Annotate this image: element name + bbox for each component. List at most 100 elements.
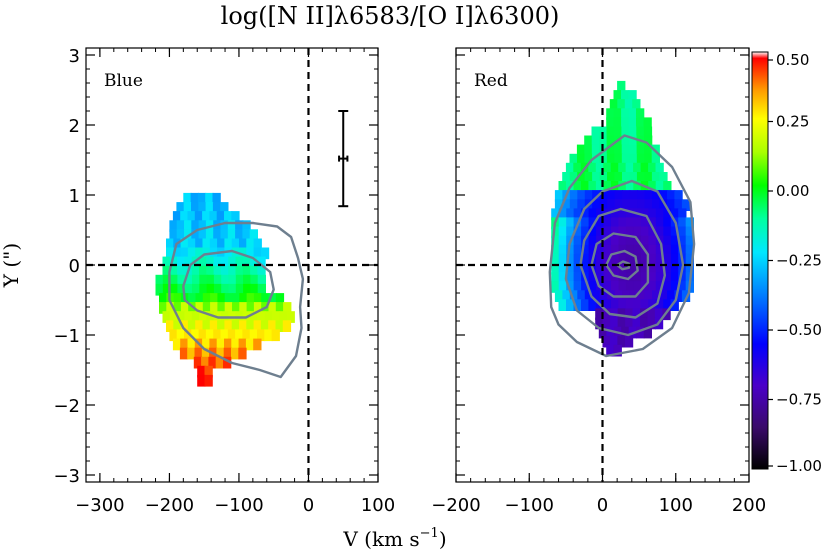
pixel-cell (184, 220, 193, 232)
colorbar-ticks: 0.50 0.25 0.00 −0.25 −0.50 −0.75 −1.00 (768, 51, 822, 475)
pixel-cell (655, 208, 665, 221)
pixel-cell (629, 144, 638, 157)
pixel-cell (191, 229, 200, 241)
pixel-cell (187, 211, 196, 223)
pixel-cell (633, 253, 642, 266)
pixel-cell (629, 153, 638, 166)
pixel-cell (685, 226, 694, 239)
pixel-cell (674, 190, 683, 202)
pixel-cell (596, 217, 605, 230)
pixel-cell (655, 262, 665, 275)
pixel-cell (621, 153, 631, 166)
pixel-cell (194, 211, 204, 223)
pixel-cell (617, 335, 626, 348)
pixel-cell (678, 235, 687, 248)
pixel-cell (652, 290, 661, 302)
pixel-cell (253, 238, 262, 251)
pixel-cell (581, 299, 590, 311)
pixel-cell (659, 172, 668, 184)
pixel-cell (176, 329, 185, 342)
pixel-cell (198, 220, 207, 232)
pixel-cell (184, 283, 193, 296)
pixel-cell (177, 311, 186, 323)
pixel-cell (562, 199, 571, 211)
pixel-cell (685, 244, 694, 257)
pixel-cell (648, 244, 657, 257)
pixel-cell (606, 126, 615, 139)
pixel-cell (202, 238, 211, 251)
pixel-cell (648, 208, 657, 221)
pixel-cell (651, 172, 661, 184)
pixel-cell (195, 247, 204, 260)
pixel-cell (551, 208, 560, 221)
y-axis-title: Y (") (0, 243, 23, 288)
pixel-cell (573, 299, 582, 311)
pixel-cell (629, 190, 638, 202)
pixel-cell (611, 217, 620, 230)
pixel-cell (202, 293, 212, 305)
pixel-cell (606, 153, 616, 166)
pixel-cell (607, 190, 616, 202)
pixel-cell (609, 99, 619, 111)
pixel-cell (216, 347, 225, 360)
pixel-cell (595, 308, 604, 321)
pixel-cell (569, 172, 578, 184)
pixel-cell (279, 311, 288, 323)
pixel-cell (558, 244, 567, 257)
pixel-cell (584, 144, 593, 157)
pixel-cell (685, 217, 694, 230)
pixel-cell (592, 153, 601, 166)
pixel-cell (210, 302, 219, 314)
pixel-cell (169, 229, 178, 241)
pixel-cell (602, 317, 611, 330)
pixel-cell (663, 299, 672, 311)
pixel-cell (169, 329, 178, 342)
pixel-cell (588, 217, 597, 230)
pixel-cell (667, 199, 676, 211)
pixel-cell (162, 256, 171, 269)
pixel-cell (611, 272, 620, 284)
pixel-cell (603, 281, 612, 293)
pixel-cell (640, 235, 650, 248)
y-tick-label: 1 (69, 186, 80, 207)
pixel-cell (257, 274, 266, 287)
pixel-cell (260, 247, 270, 260)
x-tick-label: 100 (659, 495, 693, 516)
pixel-cell (644, 290, 653, 302)
pixel-cell (632, 317, 641, 330)
pixel-cell (613, 344, 622, 357)
pixel-cell (621, 90, 630, 102)
pixel-cell (268, 302, 277, 314)
pixel-cell (618, 226, 627, 239)
pixel-cell (606, 344, 615, 357)
pixel-cell (188, 293, 197, 305)
pixel-cell (573, 235, 582, 248)
pixel-cell (606, 117, 615, 130)
pixel-cell (573, 208, 582, 221)
pixel-cell (169, 256, 179, 269)
pixel-cell (663, 272, 672, 284)
pixel-cell (629, 199, 638, 211)
pixel-cell (621, 326, 630, 339)
pixel-cell (210, 293, 219, 305)
pixel-cell (667, 190, 676, 202)
pixel-cell (678, 208, 687, 221)
pixel-cell (176, 220, 185, 232)
pixel-cell (235, 329, 244, 342)
pixel-cell (655, 162, 664, 175)
pixel-cell (213, 256, 222, 269)
pixel-cell (206, 256, 215, 269)
pixel-cell (206, 311, 215, 323)
pixel-cell (648, 262, 657, 275)
pixel-cell (239, 247, 248, 260)
pixel-cell (606, 326, 615, 339)
pixel-cell (180, 247, 189, 260)
pixel-cell (573, 226, 582, 239)
pixel-cell (613, 108, 622, 120)
pixel-cell (242, 329, 251, 342)
pixel-cell (245, 338, 255, 351)
pixel-cell (655, 226, 665, 239)
pixel-cell (670, 299, 679, 311)
pixel-cell (216, 338, 225, 351)
pixel-cell (195, 238, 204, 251)
